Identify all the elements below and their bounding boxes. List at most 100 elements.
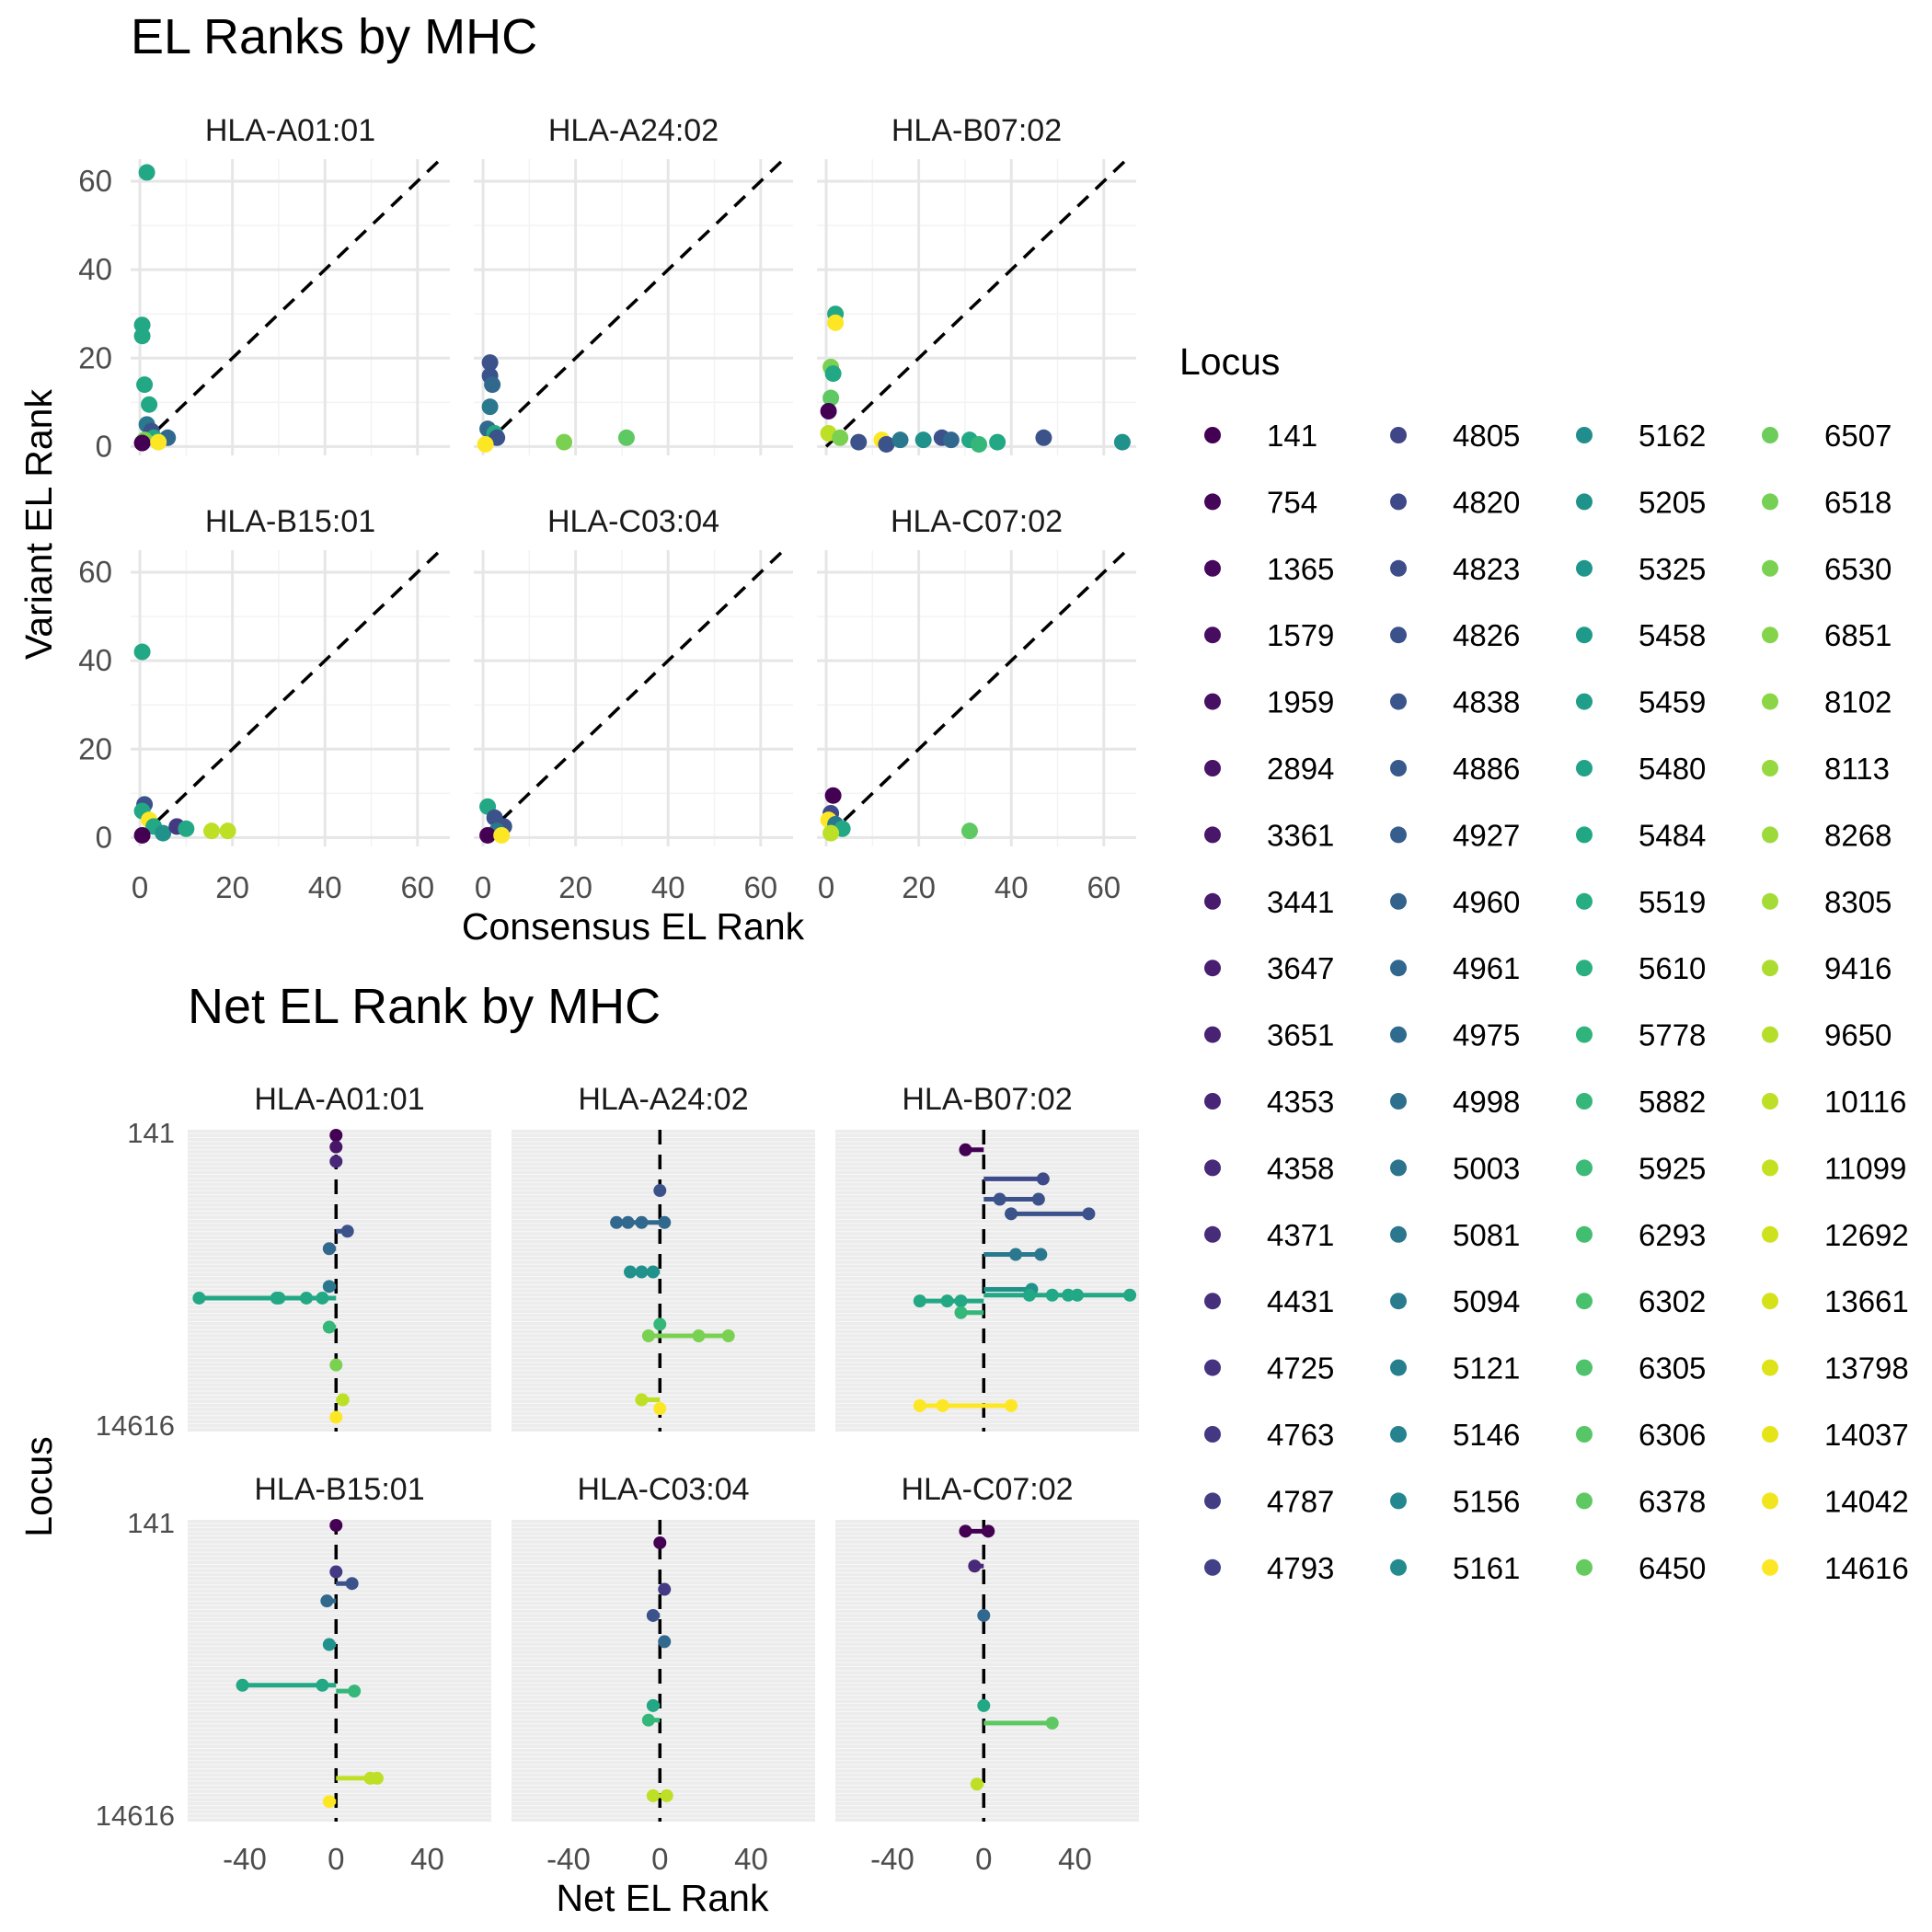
legend-key (1762, 1359, 1778, 1376)
legend-label: 6851 (1824, 618, 1892, 652)
legend-key (1576, 1026, 1593, 1043)
y-tick-label: 40 (78, 252, 112, 286)
facet-strip-label: HLA-C07:02 (901, 1472, 1073, 1507)
top-chart-xlabel: Consensus EL Rank (462, 905, 805, 948)
data-point (610, 1215, 624, 1229)
legend-key (1390, 892, 1407, 910)
data-point (322, 1638, 336, 1651)
data-point (977, 1698, 991, 1712)
legend-label: 14616 (1824, 1551, 1909, 1585)
data-point (1035, 429, 1052, 446)
data-point (878, 435, 895, 453)
legend-label: 10116 (1824, 1085, 1906, 1119)
y-tick-label: 60 (78, 555, 112, 589)
data-point (336, 1393, 350, 1407)
legend-label: 3361 (1267, 818, 1334, 852)
x-tick-label: 40 (410, 1842, 444, 1876)
data-point (913, 1294, 926, 1308)
dot-range-panel: HLA-C03:04 -40 0 40 (512, 1472, 815, 1876)
data-point (329, 1140, 343, 1154)
legend-key (1762, 1426, 1778, 1443)
legend-label: 13661 (1824, 1284, 1909, 1318)
data-point (155, 824, 172, 842)
legend-key (1390, 826, 1407, 844)
legend-label: 6450 (1639, 1551, 1706, 1585)
data-point (300, 1291, 314, 1305)
legend-label: 4763 (1267, 1418, 1334, 1452)
data-point (138, 164, 155, 181)
x-tick-label: 40 (734, 1842, 768, 1876)
data-point (329, 1155, 343, 1168)
data-point (658, 1582, 672, 1596)
legend-key (1204, 1225, 1221, 1243)
legend-key (1762, 1492, 1778, 1510)
legend-label: 4353 (1267, 1085, 1334, 1119)
data-point (1062, 1288, 1075, 1302)
data-point (1022, 1288, 1036, 1302)
legend-key (1576, 1093, 1593, 1110)
legend-label: 12692 (1824, 1218, 1909, 1252)
legend-key (1762, 427, 1778, 443)
legend-label: 6305 (1639, 1351, 1706, 1386)
legend-label: 11099 (1824, 1151, 1906, 1185)
legend-label: 5121 (1453, 1351, 1520, 1386)
legend-key (1204, 826, 1221, 844)
data-point (646, 1788, 660, 1802)
data-point (635, 1393, 649, 1407)
legend-label: 5484 (1639, 818, 1706, 852)
legend-label: 8102 (1824, 685, 1892, 719)
data-point (824, 787, 842, 804)
x-tick-label: 0 (475, 870, 491, 904)
data-point (646, 1608, 660, 1622)
legend-key (1390, 1558, 1407, 1576)
dot-range-panel: HLA-B07:02 (835, 1082, 1139, 1432)
scatter-panel: HLA-A24:02 (474, 113, 793, 455)
legend-key (1390, 1426, 1407, 1443)
legend-key (1576, 1558, 1593, 1576)
legend-label: 6518 (1824, 485, 1892, 519)
facet-strip-label: HLA-C03:04 (577, 1472, 749, 1507)
x-tick-label: -40 (223, 1842, 267, 1876)
data-point (936, 1398, 949, 1412)
data-point (1005, 1398, 1018, 1412)
data-point (942, 431, 960, 449)
identity-line (824, 157, 1129, 448)
legend-key (1576, 760, 1593, 776)
x-tick-label: -40 (870, 1842, 914, 1876)
legend-label: 4431 (1267, 1284, 1334, 1318)
bottom-chart-title: Net EL Rank by MHC (188, 979, 661, 1034)
y-tick-label: 14616 (96, 1409, 175, 1442)
data-point (272, 1291, 286, 1305)
bottom-chart-xlabel: Net EL Rank (557, 1877, 769, 1919)
facet-strip-label: HLA-A01:01 (254, 1082, 424, 1117)
legend-key (1390, 1093, 1407, 1110)
data-point (653, 1184, 667, 1198)
legend-label: 4805 (1453, 419, 1520, 453)
data-point (820, 402, 837, 420)
data-point (824, 365, 842, 383)
x-tick-label: 0 (651, 1842, 668, 1876)
legend-key (1576, 559, 1593, 577)
data-point (133, 434, 151, 452)
data-point (1045, 1716, 1059, 1730)
legend-label: 4787 (1267, 1484, 1334, 1518)
legend-label: 3647 (1267, 951, 1334, 985)
legend-label: 5205 (1639, 485, 1706, 519)
x-tick-label: 40 (651, 870, 685, 904)
data-point (658, 1215, 672, 1229)
identity-line (481, 157, 786, 448)
data-point (329, 1129, 343, 1142)
legend-label: 754 (1267, 485, 1317, 519)
legend-label: 1579 (1267, 618, 1334, 652)
legend-key (1576, 1293, 1593, 1310)
y-tick-label: 20 (78, 731, 112, 765)
data-point (646, 1265, 660, 1279)
data-point (617, 429, 635, 446)
legend-key (1762, 960, 1778, 977)
legend-label: 4927 (1453, 818, 1520, 852)
legend-key (1576, 1359, 1593, 1376)
legend-label: 5162 (1639, 419, 1706, 453)
data-point (136, 376, 154, 394)
legend-key (1576, 493, 1593, 511)
legend-label: 1959 (1267, 685, 1334, 719)
